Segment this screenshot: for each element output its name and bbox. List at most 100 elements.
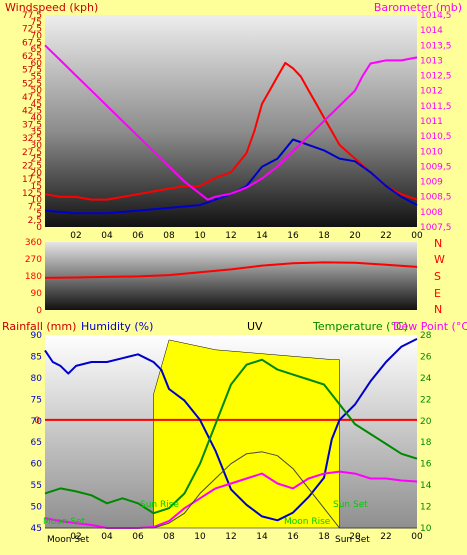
y-tick-label-0-left-13: 32,5	[22, 134, 42, 144]
temperature-title: Temperature (°C)	[312, 320, 408, 333]
y-tick-label-0-left-24: 60	[31, 59, 43, 69]
y-tick-label-2-right-2: 14	[420, 481, 432, 491]
y-tick-label-2-left-0: 45	[31, 524, 42, 534]
y-tick-label-0-left-5: 12,5	[22, 189, 42, 199]
y-tick-label-0-left-8: 20	[31, 168, 43, 178]
y-tick-label-0-left-4: 10	[31, 196, 43, 206]
y-tick-label-2-left-2: 55	[31, 481, 42, 491]
x-tick-label-2-1: 04	[101, 532, 113, 542]
x-tick-label-2-4: 10	[194, 532, 206, 542]
rain-panel-series-1	[44, 358, 418, 515]
y-tick-label-1-left-2: 180	[25, 272, 42, 282]
y-tick-label-0-left-31: 77,5	[22, 11, 42, 21]
y-tick-label-0-left-26: 65	[31, 45, 42, 55]
y-tick-label-2-left-5: 70	[31, 417, 43, 427]
humidity-title: Humidity (%)	[81, 320, 153, 333]
x-tick-label-0-7: 16	[287, 231, 299, 241]
moon-rise-label: Moon Rise	[284, 517, 331, 527]
y-tick-label-0-right-7: 1011	[420, 117, 443, 127]
moon-set-label-top: Moon Set	[43, 517, 86, 527]
x-tick-label-0-10: 22	[380, 231, 391, 241]
sun-rise-label: Sun Rise	[140, 500, 179, 510]
y-tick-label-1-left-3: 270	[25, 255, 42, 265]
x-tick-label-0-9: 20	[349, 231, 361, 241]
y-tick-label-0-left-28: 70	[31, 32, 43, 42]
y-tick-label-2-left-3: 60	[31, 460, 43, 470]
y-tick-label-0-right-9: 1012	[420, 87, 443, 97]
x-tick-label-0-2: 06	[132, 231, 144, 241]
y-tick-label-2-left-9: 90	[31, 331, 43, 341]
y-tick-label-0-right-11: 1013	[420, 56, 443, 66]
y-tick-label-2-right-6: 22	[420, 395, 431, 405]
y-tick-label-0-left-19: 47,5	[22, 93, 42, 103]
compass-s: S	[434, 270, 441, 283]
moon-set-label-bottom: Moon Set	[47, 535, 90, 545]
y-tick-label-0-left-20: 50	[31, 86, 43, 96]
wind-direction-panel	[45, 242, 417, 310]
y-tick-label-2-right-9: 28	[420, 331, 432, 341]
wind-baro-panel	[45, 15, 417, 227]
y-tick-label-0-left-9: 22,5	[22, 161, 42, 171]
uv-title: UV	[247, 320, 263, 333]
y-tick-label-2-right-1: 12	[420, 503, 431, 513]
y-tick-label-2-right-4: 18	[420, 438, 432, 448]
y-tick-label-2-right-7: 24	[420, 374, 432, 384]
y-tick-label-2-left-1: 50	[31, 503, 43, 513]
y-tick-label-0-right-3: 1009	[420, 178, 443, 188]
y-tick-label-0-right-2: 1008,5	[420, 193, 452, 203]
x-tick-label-2-10: 22	[380, 532, 391, 542]
y-tick-label-0-right-10: 1012,5	[420, 72, 452, 82]
y-tick-label-0-left-2: 5	[36, 209, 42, 219]
rain-panel-series-3	[45, 451, 417, 529]
y-tick-label-1-left-4: 360	[25, 238, 42, 248]
y-tick-label-0-left-6: 15	[31, 182, 42, 192]
x-tick-label-2-2: 06	[132, 532, 144, 542]
barometer-title: Barometer (mb)	[374, 1, 462, 14]
y-tick-label-0-left-21: 52,5	[22, 79, 42, 89]
y-tick-label-1-left-0: 0	[36, 306, 42, 316]
x-tick-label-2-5: 12	[225, 532, 236, 542]
y-tick-label-0-left-30: 75	[31, 18, 42, 28]
y-tick-label-2-left-8: 85	[31, 352, 42, 362]
rainfall-zero-label: 0	[34, 416, 40, 426]
y-tick-label-2-left-6: 75	[31, 395, 42, 405]
x-tick-label-0-11: 00	[411, 231, 423, 241]
x-tick-label-2-3: 08	[163, 532, 175, 542]
y-tick-label-0-left-0: 0	[36, 223, 42, 233]
y-tick-label-0-left-22: 55	[31, 73, 42, 83]
compass-w: W	[434, 253, 445, 266]
wind-baro-series-1	[44, 138, 418, 215]
y-tick-label-0-left-14: 35	[31, 127, 42, 137]
y-tick-label-2-right-5: 20	[420, 417, 432, 427]
uv-band	[153, 339, 340, 529]
y-tick-label-2-right-8: 26	[420, 352, 432, 362]
dew-point-title: Dew Point (°C)	[393, 320, 467, 333]
rainfall-title: Rainfall (mm)	[2, 320, 76, 333]
x-tick-label-2-0: 02	[70, 532, 81, 542]
compass-e: E	[434, 287, 441, 300]
y-tick-label-0-left-10: 25	[31, 155, 42, 165]
x-tick-label-0-3: 08	[163, 231, 175, 241]
y-tick-label-0-left-18: 45	[31, 100, 42, 110]
y-tick-label-2-left-4: 65	[31, 438, 42, 448]
y-tick-label-1-left-1: 90	[31, 289, 43, 299]
x-tick-label-2-6: 14	[256, 532, 268, 542]
y-tick-label-0-right-5: 1010	[420, 147, 443, 157]
windspeed-title: Windspeed (kph)	[5, 1, 98, 14]
x-tick-label-0-4: 10	[194, 231, 206, 241]
y-tick-label-0-left-23: 57,5	[22, 66, 42, 76]
y-tick-label-2-right-3: 16	[420, 460, 432, 470]
x-tick-label-2-8: 18	[318, 532, 330, 542]
wind-baro-series-0	[44, 61, 418, 201]
y-tick-label-0-left-15: 37,5	[22, 120, 42, 130]
x-tick-label-0-0: 02	[70, 231, 81, 241]
y-tick-label-0-left-17: 42,5	[22, 107, 42, 117]
y-tick-label-0-left-16: 40	[31, 114, 43, 124]
y-tick-label-0-left-1: 2,5	[28, 216, 42, 226]
y-tick-label-0-right-8: 1011,5	[420, 102, 452, 112]
sun-set-label-bottom: Sun Set	[335, 535, 370, 545]
x-tick-label-2-7: 16	[287, 532, 299, 542]
y-tick-label-0-right-4: 1009,5	[420, 162, 452, 172]
x-tick-label-2-11: 00	[411, 532, 423, 542]
